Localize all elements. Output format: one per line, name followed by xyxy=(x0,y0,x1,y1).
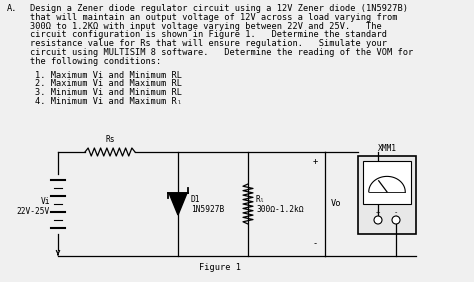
Text: +: + xyxy=(376,209,380,215)
Text: 2. Maximum Vi and Maximum RL: 2. Maximum Vi and Maximum RL xyxy=(35,80,182,88)
Polygon shape xyxy=(169,193,187,215)
Text: 22V-25V: 22V-25V xyxy=(17,206,50,215)
Text: 3. Minimum Vi and Minimum RL: 3. Minimum Vi and Minimum RL xyxy=(35,88,182,97)
Text: D1: D1 xyxy=(191,195,201,204)
Text: the following conditions:: the following conditions: xyxy=(30,57,161,66)
Text: -: - xyxy=(394,209,398,215)
Text: circuit using MULTISIM 8 software.   Determine the reading of the VOM for: circuit using MULTISIM 8 software. Deter… xyxy=(30,48,413,57)
Text: 1. Maximum Vi and Minimum RL: 1. Maximum Vi and Minimum RL xyxy=(35,70,182,80)
Text: Vo: Vo xyxy=(331,199,341,208)
Text: 4. Minimum Vi and Maximum Rₗ: 4. Minimum Vi and Maximum Rₗ xyxy=(35,97,182,106)
Text: resistance value for Rs that will ensure regulation.   Simulate your: resistance value for Rs that will ensure… xyxy=(30,39,387,48)
Text: 300Ω to 1.2KΩ with input voltage varying between 22V and 25V.   The: 300Ω to 1.2KΩ with input voltage varying… xyxy=(30,22,382,31)
Circle shape xyxy=(374,216,382,224)
Bar xyxy=(363,161,411,204)
Text: that will maintain an output voltage of 12V across a load varying from: that will maintain an output voltage of … xyxy=(30,13,398,22)
Circle shape xyxy=(392,216,400,224)
Text: Figure 1: Figure 1 xyxy=(199,263,241,272)
Text: Vi: Vi xyxy=(40,197,50,206)
Text: 300Ω-1.2kΩ: 300Ω-1.2kΩ xyxy=(256,204,303,213)
Text: Design a Zener diode regulator circuit using a 12V Zener diode (1N5927B): Design a Zener diode regulator circuit u… xyxy=(30,4,408,13)
Text: Rₗ: Rₗ xyxy=(256,195,265,204)
Text: Rs: Rs xyxy=(105,135,115,144)
Text: 1N5927B: 1N5927B xyxy=(191,204,224,213)
Bar xyxy=(358,156,416,234)
Text: circuit configuration is shown in Figure 1.   Determine the standard: circuit configuration is shown in Figure… xyxy=(30,30,387,39)
Text: +: + xyxy=(312,158,318,166)
Text: XMM1: XMM1 xyxy=(377,144,396,153)
Text: -: - xyxy=(312,239,318,248)
Text: A.: A. xyxy=(7,4,18,13)
